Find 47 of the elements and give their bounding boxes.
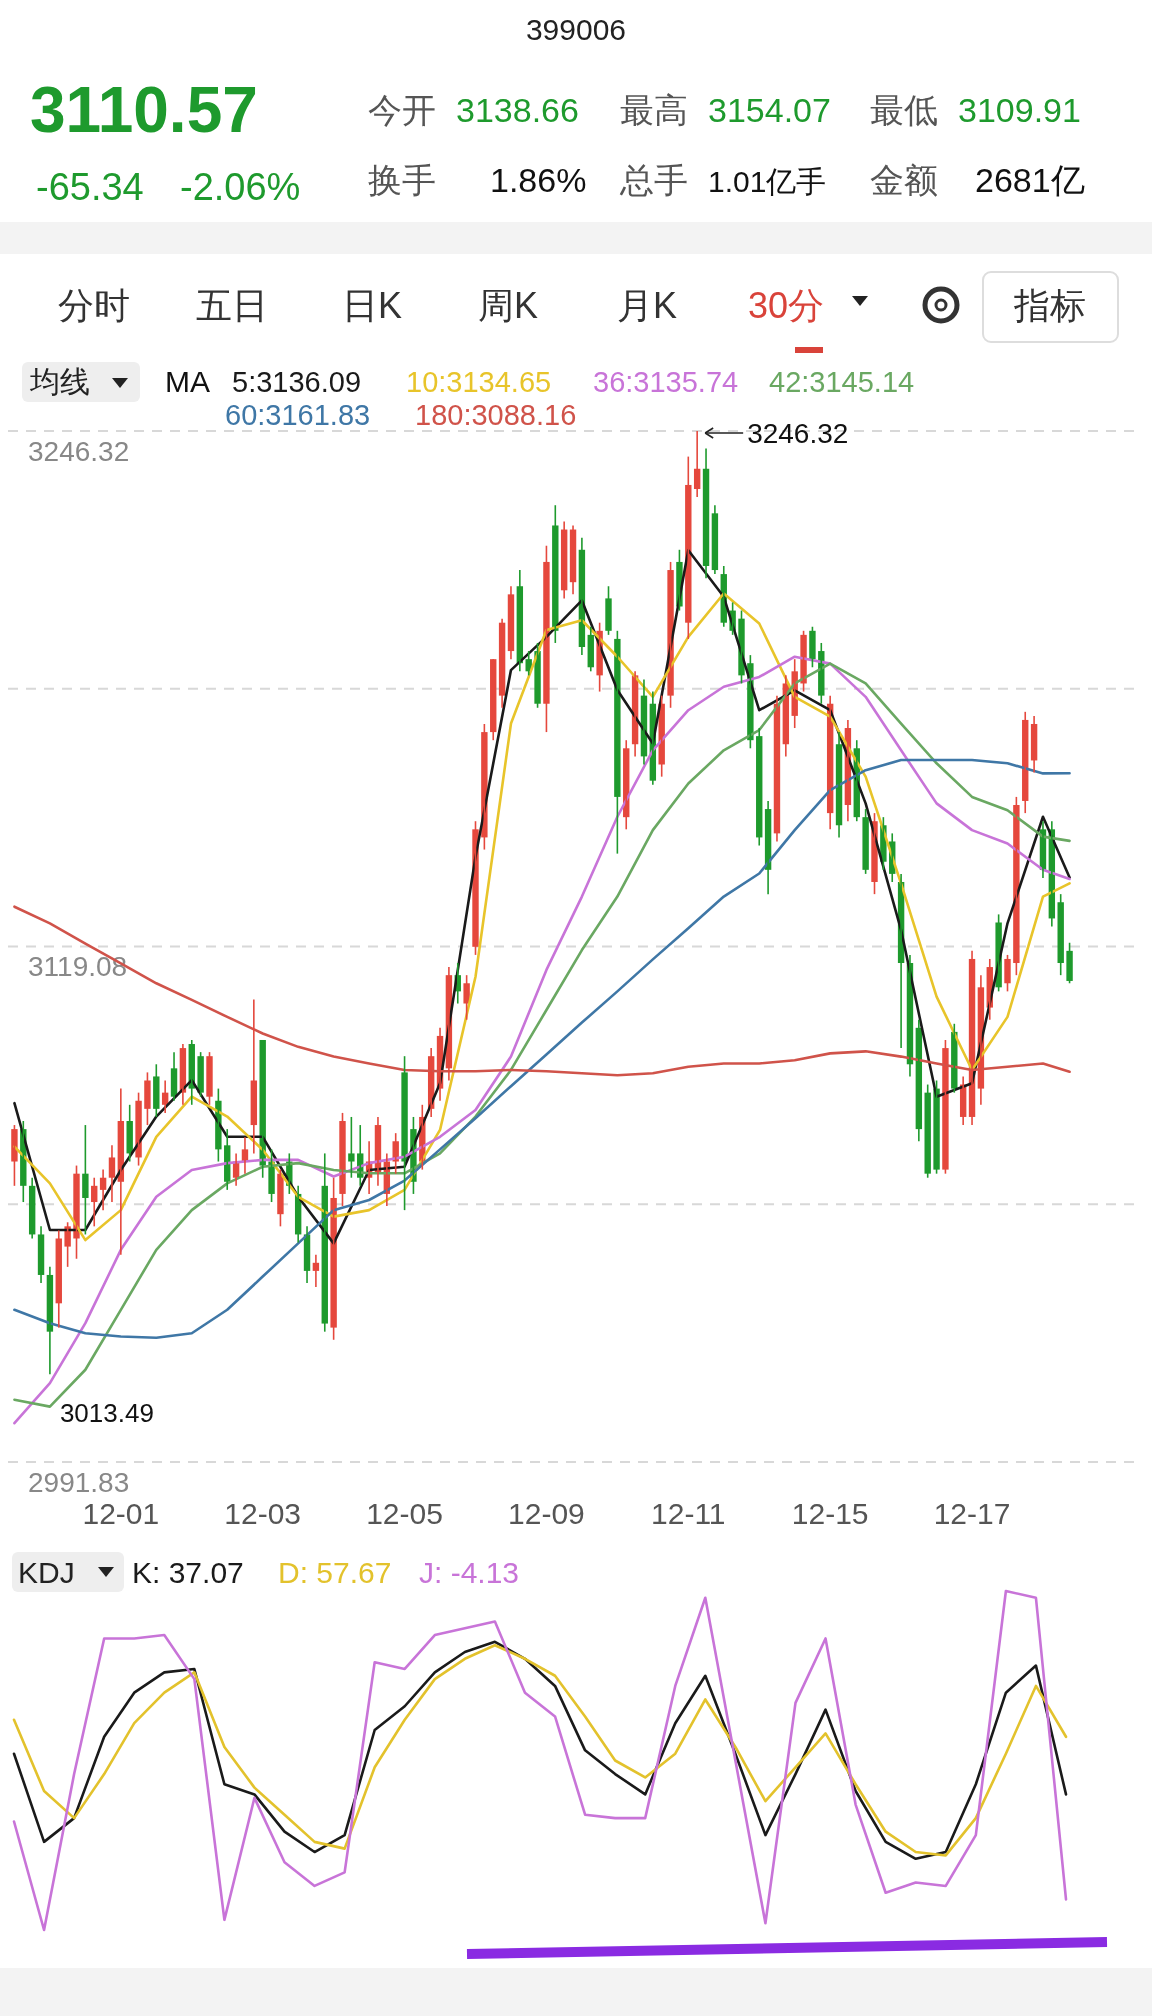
text: 最低 (870, 91, 938, 129)
annotation: 3013.49 (59, 1398, 154, 1429)
text: 换手 (368, 161, 436, 199)
text: 3154.07 (708, 91, 831, 129)
text: 周K (478, 285, 539, 326)
annotation: 3246.32 (747, 418, 849, 449)
text: 均线 (29, 365, 90, 398)
text: D: 57.67 (278, 1556, 392, 1589)
text: 日K (342, 285, 403, 326)
text: 10:3134.65 (406, 366, 552, 398)
legend-title: MA (165, 365, 210, 398)
text: 3109.91 (958, 91, 1081, 129)
text: -65.34 (36, 166, 144, 208)
text: 金额 (870, 161, 938, 199)
x-tick-label: 12-17 (933, 1497, 1011, 1530)
text: 今开 (368, 91, 436, 129)
x-tick-label: 12-05 (366, 1497, 443, 1530)
text: 五日 (196, 285, 268, 326)
y-tick-label: 3119.08 (28, 951, 128, 983)
text: 2681亿 (975, 161, 1085, 199)
legend-label: K: 37.07 (132, 1556, 244, 1589)
text: 180:3088.16 (415, 399, 577, 431)
text: 3138.66 (456, 91, 579, 129)
text: 3110.57 (30, 74, 258, 146)
chart-title: KDJ (18, 1556, 75, 1589)
text: 30分 (748, 285, 825, 326)
series-label: J: -4.13 (419, 1556, 520, 1589)
text: 60:3161.83 (225, 399, 371, 431)
x-tick-label: 12-03 (224, 1497, 302, 1530)
text: 36:3135.74 (593, 366, 739, 398)
text: 1.86% (490, 161, 587, 199)
text: 399006 (525, 13, 627, 46)
text: 1.01亿手 (708, 165, 827, 198)
text: 最高 (620, 91, 688, 129)
text: 指标 (1013, 285, 1086, 326)
x-tick-label: 12-01 (82, 1497, 160, 1530)
x-tick-label: 12-15 (791, 1497, 869, 1530)
text: 总手 (619, 161, 688, 199)
text: 42:3145.14 (769, 366, 915, 398)
y-tick-label: 3246.32 (28, 436, 130, 467)
text: 5:3136.09 (232, 366, 362, 398)
text: 分时 (58, 285, 130, 326)
text: 月K (617, 285, 678, 326)
text: -2.06% (180, 166, 301, 208)
y-tick-label: 2991.83 (28, 1467, 130, 1498)
x-tick-label: 12-11 (651, 1497, 726, 1530)
x-tick-label: 12-09 (508, 1497, 585, 1530)
